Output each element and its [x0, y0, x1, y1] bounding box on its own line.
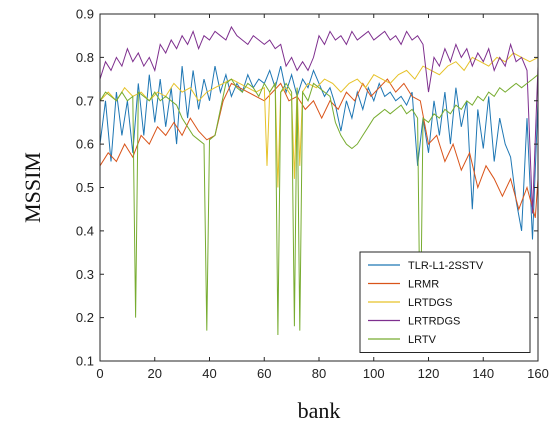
x-tick-label: 120 [418, 366, 440, 381]
legend-label: TLR-L1-2SSTV [408, 260, 484, 272]
x-tick-label: 100 [363, 366, 385, 381]
plot-lines [99, 25, 539, 349]
x-axis-ticks: 0 20 40 60 80 100 120 140 160 [96, 14, 549, 381]
series-line-5 [99, 74, 539, 349]
y-tick-label: 0.5 [76, 180, 94, 195]
y-tick-label: 0.8 [76, 50, 94, 65]
x-tick-label: 0 [96, 366, 103, 381]
series-line-1 [99, 65, 539, 240]
x-tick-label: 160 [527, 366, 549, 381]
y-tick-label: 0.3 [76, 267, 94, 282]
legend-label: LRTV [408, 334, 437, 346]
y-tick-label: 0.2 [76, 310, 94, 325]
legend-label: LRTRDGS [408, 316, 460, 328]
x-tick-label: 20 [148, 366, 162, 381]
y-axis-label: MSSIM [20, 152, 45, 223]
x-tick-label: 80 [312, 366, 326, 381]
series-line-4 [99, 25, 539, 214]
y-tick-label: 0.9 [76, 7, 94, 22]
legend-label: LRMR [408, 279, 439, 291]
x-tick-label: 140 [472, 366, 494, 381]
x-axis-label: bank [298, 398, 341, 423]
legend: TLR-L1-2SSTV LRMR LRTDGS LRTRDGS LRTV [359, 251, 531, 353]
y-tick-label: 0.6 [76, 137, 94, 152]
x-tick-label: 40 [202, 366, 216, 381]
series-line-3 [99, 52, 539, 188]
series-line-2 [99, 78, 539, 219]
y-tick-label: 0.7 [76, 93, 94, 108]
y-axis-ticks: 0.1 0.2 0.3 0.4 0.5 0.6 0.7 0.8 0.9 [76, 7, 538, 369]
y-tick-label: 0.4 [76, 223, 94, 238]
legend-label: LRTDGS [408, 297, 452, 309]
y-tick-label: 0.1 [76, 354, 94, 369]
x-tick-label: 60 [257, 366, 271, 381]
